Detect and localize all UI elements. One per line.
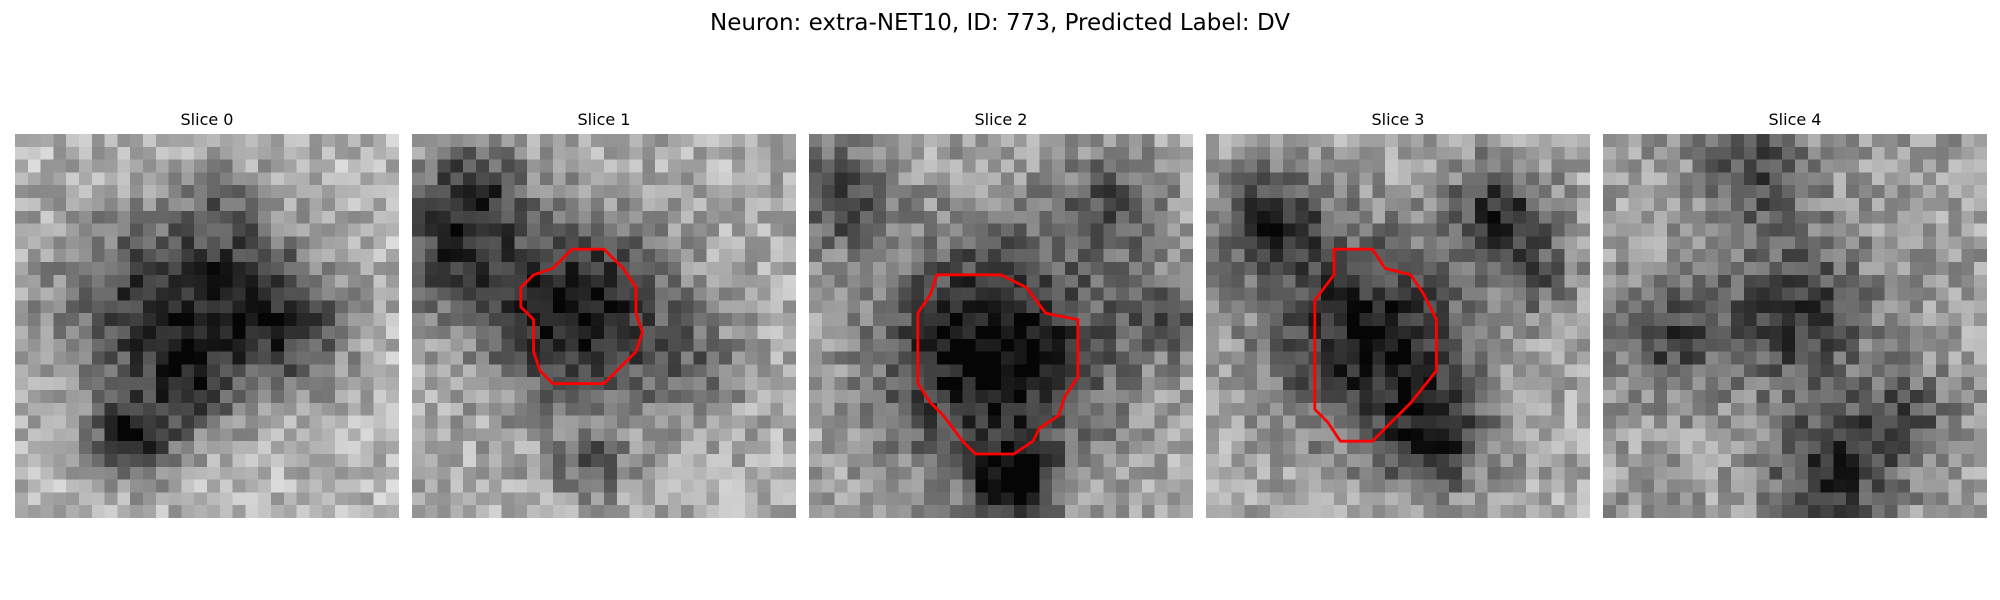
pixel-grid xyxy=(809,134,1193,518)
roi-contour xyxy=(519,247,644,386)
slice-image-2 xyxy=(809,134,1193,518)
slice-title-1: Slice 1 xyxy=(577,110,631,129)
roi-contour xyxy=(1313,247,1438,443)
pixel-grid xyxy=(1603,134,1987,518)
pixel-grid xyxy=(1206,134,1590,518)
slice-title-4: Slice 4 xyxy=(1768,110,1822,129)
slice-title-0: Slice 0 xyxy=(180,110,234,129)
pixel-grid xyxy=(412,134,796,518)
slice-title-3: Slice 3 xyxy=(1371,110,1425,129)
roi-contour xyxy=(916,273,1080,456)
slice-image-0 xyxy=(15,134,399,518)
slice-image-1 xyxy=(412,134,796,518)
slice-title-2: Slice 2 xyxy=(974,110,1028,129)
slice-image-4 xyxy=(1603,134,1987,518)
figure-title: Neuron: extra-NET10, ID: 773, Predicted … xyxy=(710,10,1290,36)
slice-image-3 xyxy=(1206,134,1590,518)
pixel-grid xyxy=(15,134,399,518)
